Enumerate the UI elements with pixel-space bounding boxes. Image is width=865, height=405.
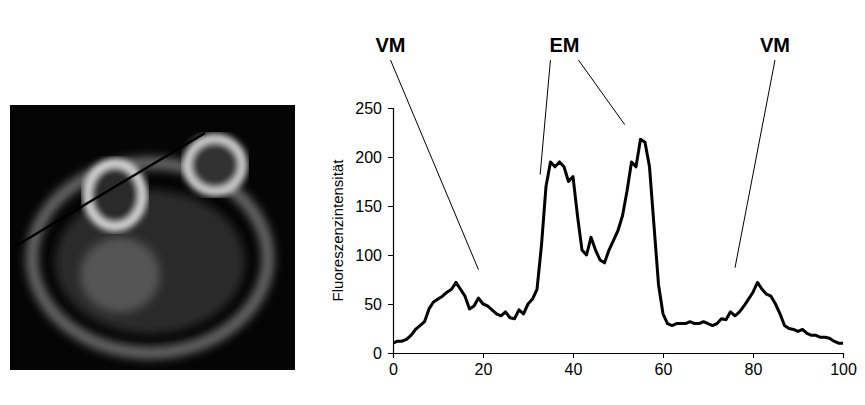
y-tick-mark bbox=[388, 304, 393, 305]
x-tick-label: 80 bbox=[745, 361, 763, 378]
annotation-leader bbox=[735, 60, 775, 268]
y-tick-label: 200 bbox=[355, 149, 382, 166]
annotation-leader bbox=[391, 60, 479, 270]
x-axis: 0 20 40 60 80 100 bbox=[389, 353, 857, 378]
y-tick: 0 bbox=[373, 345, 393, 362]
y-tick: 50 bbox=[364, 296, 393, 313]
micrograph bbox=[10, 105, 295, 370]
x-tick-label: 100 bbox=[830, 361, 857, 378]
x-tick-mark bbox=[663, 353, 664, 358]
x-tick: 20 bbox=[475, 353, 493, 378]
y-tick-mark bbox=[388, 255, 393, 256]
y-tick-mark bbox=[388, 157, 393, 158]
x-tick: 80 bbox=[745, 353, 763, 378]
y-tick-mark bbox=[388, 206, 393, 207]
x-tick-label: 0 bbox=[389, 361, 398, 378]
y-tick: 250 bbox=[355, 100, 393, 117]
vacuole bbox=[80, 237, 160, 313]
x-tick: 40 bbox=[565, 353, 583, 378]
chart: 0 20 40 60 80 100 0 50 100 150 200 250 Fluoreszenzin… bbox=[0, 0, 865, 405]
micrograph-background bbox=[10, 105, 295, 370]
x-tick: 100 bbox=[830, 353, 857, 378]
y-tick-label: 50 bbox=[364, 296, 382, 313]
annotation-label: VM bbox=[376, 34, 406, 56]
plot-area bbox=[393, 139, 843, 343]
profile-line bbox=[14, 133, 205, 247]
annotations: VM EM VM bbox=[376, 34, 791, 270]
x-tick-mark bbox=[573, 353, 574, 358]
organelle-right bbox=[187, 138, 243, 192]
y-tick: 150 bbox=[355, 198, 393, 215]
x-tick-label: 60 bbox=[655, 361, 673, 378]
y-tick: 200 bbox=[355, 149, 393, 166]
profile-line bbox=[393, 139, 843, 343]
y-axis-title: Fluoreszenzintensität bbox=[329, 159, 346, 302]
annotation-label: EM bbox=[549, 34, 579, 56]
x-tick-mark bbox=[753, 353, 754, 358]
x-tick-label: 40 bbox=[565, 361, 583, 378]
y-tick-label: 0 bbox=[373, 345, 382, 362]
y-axis-line bbox=[388, 109, 394, 354]
y-tick-label: 150 bbox=[355, 198, 382, 215]
x-axis-line bbox=[394, 354, 844, 359]
cell-interior bbox=[55, 190, 245, 334]
y-tick: 100 bbox=[355, 247, 393, 264]
y-tick-label: 100 bbox=[355, 247, 382, 264]
y-tick-mark bbox=[388, 353, 393, 354]
x-tick: 0 bbox=[389, 353, 398, 378]
annotation-label: VM bbox=[760, 34, 790, 56]
organelle-left bbox=[87, 163, 143, 227]
annotation-leader bbox=[578, 60, 624, 125]
y-axis: 0 50 100 150 200 250 bbox=[355, 100, 393, 362]
x-tick-label: 20 bbox=[475, 361, 493, 378]
y-tick-mark bbox=[388, 108, 393, 109]
y-tick-label: 250 bbox=[355, 100, 382, 117]
x-tick-mark bbox=[843, 353, 844, 358]
annotation-leader bbox=[540, 60, 550, 175]
x-tick: 60 bbox=[655, 353, 673, 378]
x-tick-mark bbox=[483, 353, 484, 358]
